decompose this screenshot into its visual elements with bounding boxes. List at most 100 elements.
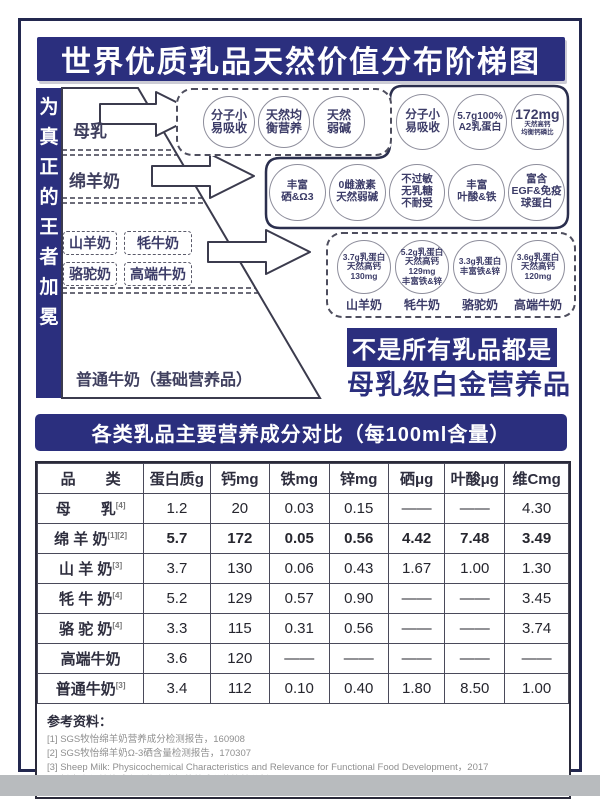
cell: 0.31 <box>269 613 330 644</box>
camel-milk-label: 骆驼奶 <box>461 298 498 312</box>
badge-small-molecule: 分子小 易吸收 <box>203 96 255 148</box>
cell: 130 <box>209 553 271 584</box>
goat-milk-column: 3.7g乳蛋白 天然高钙 130mg 山羊奶 <box>337 240 391 313</box>
badge-camel-milk: 3.3g乳蛋白 丰富铁&锌 <box>453 240 507 294</box>
vertical-slogan-bar: 为 真 正 的 王 者 加 冕 <box>36 88 62 398</box>
row-name: 牦 牛 奶 <box>59 591 113 608</box>
reference-item: [2] SGS牧怡绵羊奶Ω-3硒含量检测报告，170307 <box>47 747 252 759</box>
cell: 3.3 <box>143 613 211 644</box>
tier-label-sheep-milk: 绵羊奶 <box>69 172 120 191</box>
badge-a2-protein: 5.7g100% A2乳蛋白 <box>453 94 507 150</box>
header-zinc: 锌mg <box>328 463 389 494</box>
premium-cow-milk-label: 高端牛奶 <box>513 298 562 312</box>
cell: —— <box>387 613 446 644</box>
cell: —— <box>444 613 506 644</box>
arrow-right-icons <box>99 91 311 275</box>
yak-milk-column: 5.2g乳蛋白 天然高钙129mg 丰富铁&锌 牦牛奶 <box>395 240 449 313</box>
cell: —— <box>444 643 506 674</box>
cell: 4.30 <box>504 493 569 524</box>
camel-milk-column: 3.3g乳蛋白 丰富铁&锌 骆驼奶 <box>453 240 507 313</box>
slogan-line1: 不是所有乳品都是 <box>347 328 557 367</box>
other-milks-badge-group: 3.7g乳蛋白 天然高钙 130mg 山羊奶 5.2g乳蛋白 天然高钙129mg… <box>326 232 576 318</box>
table-row: 高端牛奶 3.6 120 —— —— —— —— —— <box>36 643 569 674</box>
reference-item: [3] Sheep Milk: Physicochemical Characte… <box>47 761 489 773</box>
badge-folate-iron: 丰富 叶酸&铁 <box>448 163 506 221</box>
badge-balanced-nutrition: 天然均 衡营养 <box>258 96 310 148</box>
table-row: 母 乳[4] 1.2 20 0.03 0.15 —— —— 4.30 <box>36 493 569 524</box>
cell: 3.74 <box>504 613 569 644</box>
cell: —— <box>504 643 569 674</box>
cell: 3.6 <box>143 643 211 674</box>
arrow-right-icon <box>207 229 311 275</box>
row-ref: [4] <box>112 621 123 630</box>
cell: 0.40 <box>328 673 389 704</box>
badge-calcium-detail: 天然高钙 均衡钙磷比 <box>521 121 554 136</box>
cell: 8.50 <box>444 673 506 704</box>
cell: 0.03 <box>269 493 330 524</box>
cell: —— <box>444 583 506 614</box>
badge-zero-estrogen: 0雌激素 天然弱碱 <box>328 163 386 221</box>
tier-separator-lines <box>62 149 258 294</box>
cell: 1.80 <box>387 673 446 704</box>
nutrition-table-box: 品 类 蛋白质g 钙mg 铁mg 锌mg 硒μg 叶酸μg 维Cmg 母 乳[4… <box>35 461 571 799</box>
row-ref: [3] <box>112 561 123 570</box>
cell: 1.67 <box>387 553 446 584</box>
cell: 7.48 <box>444 523 506 554</box>
cell: 20 <box>209 493 271 524</box>
tier3-yak-milk: 牦牛奶 <box>124 231 192 255</box>
header-calcium: 钙mg <box>209 463 271 494</box>
cell: 0.43 <box>328 553 389 584</box>
table-title-band: 各类乳品主要营养成分对比（每100ml含量） <box>35 414 567 451</box>
cell: 5.7 <box>143 523 211 554</box>
references-heading: 参考资料： <box>47 714 113 729</box>
cell: 1.30 <box>504 553 569 584</box>
cell: 0.05 <box>269 523 330 554</box>
badge-small-molecule: 分子小 易吸收 <box>396 94 450 150</box>
tier-label-breast-milk: 母乳 <box>73 122 107 141</box>
table-row: 山 羊 奶[3] 3.7 130 0.06 0.43 1.67 1.00 1.3… <box>36 553 569 584</box>
table-row: 绵 羊 奶[1][2] 5.7 172 0.05 0.56 4.42 7.48 … <box>36 523 569 554</box>
cell: 1.2 <box>143 493 211 524</box>
row-name: 高端牛奶 <box>60 651 121 668</box>
cell: —— <box>269 643 330 674</box>
cell: 0.90 <box>328 583 389 614</box>
cell: —— <box>387 493 446 524</box>
header-selenium: 硒μg <box>387 463 446 494</box>
row-name: 骆 驼 奶 <box>59 621 113 638</box>
row-ref: [4] <box>112 591 123 600</box>
badge-premium-cow-milk: 3.6g乳蛋白 天然高钙 120mg <box>511 240 565 294</box>
cell: 1.00 <box>444 553 506 584</box>
table-header-row: 品 类 蛋白质g 钙mg 铁mg 锌mg 硒μg 叶酸μg 维Cmg <box>36 463 569 494</box>
table-row: 牦 牛 奶[4] 5.2 129 0.57 0.90 —— —— 3.45 <box>36 583 569 614</box>
cell: 5.2 <box>143 583 211 614</box>
cell: —— <box>387 583 446 614</box>
badge-no-lactose-intolerance: 不过敏 无乳糖 不耐受 <box>388 163 446 221</box>
cell: 112 <box>209 673 271 704</box>
cell: 0.56 <box>328 523 389 554</box>
cell: 0.56 <box>328 613 389 644</box>
cell: 0.15 <box>328 493 389 524</box>
badge-goat-milk: 3.7g乳蛋白 天然高钙 130mg <box>337 240 391 294</box>
sheep-milk-bottom-badges: 丰富 硒&Ω3 0雌激素 天然弱碱 不过敏 无乳糖 不耐受 丰富 叶酸&铁 富含… <box>269 160 565 224</box>
cell: 129 <box>209 583 271 614</box>
header-folate: 叶酸μg <box>444 463 506 494</box>
cell: 1.00 <box>504 673 569 704</box>
tier3-camel-milk: 骆驼奶 <box>63 262 117 286</box>
badge-egf-immunoglobulin: 富含 EGF&免疫 球蛋白 <box>508 163 565 221</box>
reference-item: [1] SGS牧怡绵羊奶营养成分检测报告，160908 <box>47 734 245 745</box>
cell: —— <box>328 643 389 674</box>
tier-label-regular-milk: 普通牛奶（基础营养品） <box>76 372 253 389</box>
breast-milk-badge-group: 分子小 易吸收 天然均 衡营养 天然 弱碱 <box>176 88 392 156</box>
tier3-goat-milk: 山羊奶 <box>63 231 117 255</box>
header-iron: 铁mg <box>269 463 330 494</box>
slogan-line2: 母乳级白金营养品 <box>347 370 571 400</box>
tier3-milk-boxes: 山羊奶 牦牛奶 骆驼奶 高端牛奶 <box>63 231 192 286</box>
row-name: 绵 羊 奶 <box>54 531 108 548</box>
sheep-milk-top-badges: 分子小 易吸收 5.7g100% A2乳蛋白 172mg 天然高钙 均衡钙磷比 <box>396 92 564 152</box>
badge-yak-milk: 5.2g乳蛋白 天然高钙129mg 丰富铁&锌 <box>395 240 449 294</box>
cell: —— <box>444 493 506 524</box>
goat-milk-label: 山羊奶 <box>345 298 382 312</box>
badge-calcium-value: 172mg <box>515 106 560 123</box>
cell: 3.4 <box>143 673 211 704</box>
badge-selenium-omega3: 丰富 硒&Ω3 <box>269 163 326 221</box>
